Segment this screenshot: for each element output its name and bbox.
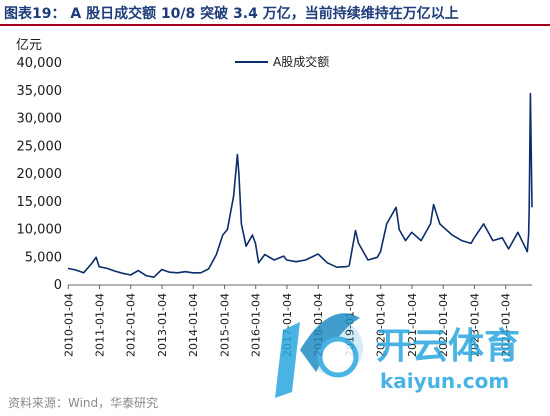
y-axis-ticks: 0 5,000 10,000 15,000 20,000 25,000 30,000 35,0… [17,56,63,293]
y-tick-label: 40,000 [17,56,63,71]
x-tick-label: 2021-01-04 [406,293,419,357]
y-tick-label: 35,000 [17,84,63,99]
y-tick-label: 25,000 [17,139,63,154]
source-note: 资料来源：Wind，华泰研究 [8,396,159,410]
watermark-brand-url: kaiyun.com [380,369,509,393]
chart-title: 图表19： A 股日成交额 10/8 突破 3.4 万亿，当前持续维持在万亿以上 [4,6,459,22]
y-tick-label: 15,000 [17,195,63,210]
kaiyun-logo-icon [275,313,363,398]
x-axis [67,284,532,289]
x-tick-label: 2010-01-04 [62,293,75,357]
x-tick-label: 2022-01-04 [437,293,450,357]
series-line [67,92,533,278]
x-tick-label: 2023-01-04 [468,293,481,357]
series-layer [67,92,533,278]
legend: A股成交额 [235,54,329,69]
title-bar: 图表19： A 股日成交额 10/8 突破 3.4 万亿，当前持续维持在万亿以上 [0,0,550,26]
x-tick-label: 2024-01-04 [500,293,513,357]
x-tick-label: 2012-01-04 [125,293,138,357]
x-tick-label: 2013-01-04 [156,293,169,357]
y-axis-unit-label: 亿元 [16,38,42,53]
x-tick-label: 2020-01-04 [375,293,388,357]
y-tick-label: 10,000 [17,223,63,238]
y-tick-label: 30,000 [17,112,63,127]
x-axis-ticks: 2010-01-04 2011-01-04 2012-01-04 2013-01-04… [62,293,512,357]
x-tick-label: 2016-01-04 [250,293,263,357]
y-tick-label: 0 [54,278,62,293]
x-tick-label: 2011-01-04 [94,293,107,357]
x-tick-label: 2014-01-04 [187,293,200,357]
watermark: 开云体育 kaiyun.com [275,313,520,398]
watermark-brand-cn: 开云体育 [376,326,520,367]
y-tick-label: 5,000 [25,250,62,265]
y-tick-label: 20,000 [17,167,63,182]
legend-label: A股成交额 [273,54,329,69]
x-tick-label: 2015-01-04 [218,293,231,357]
